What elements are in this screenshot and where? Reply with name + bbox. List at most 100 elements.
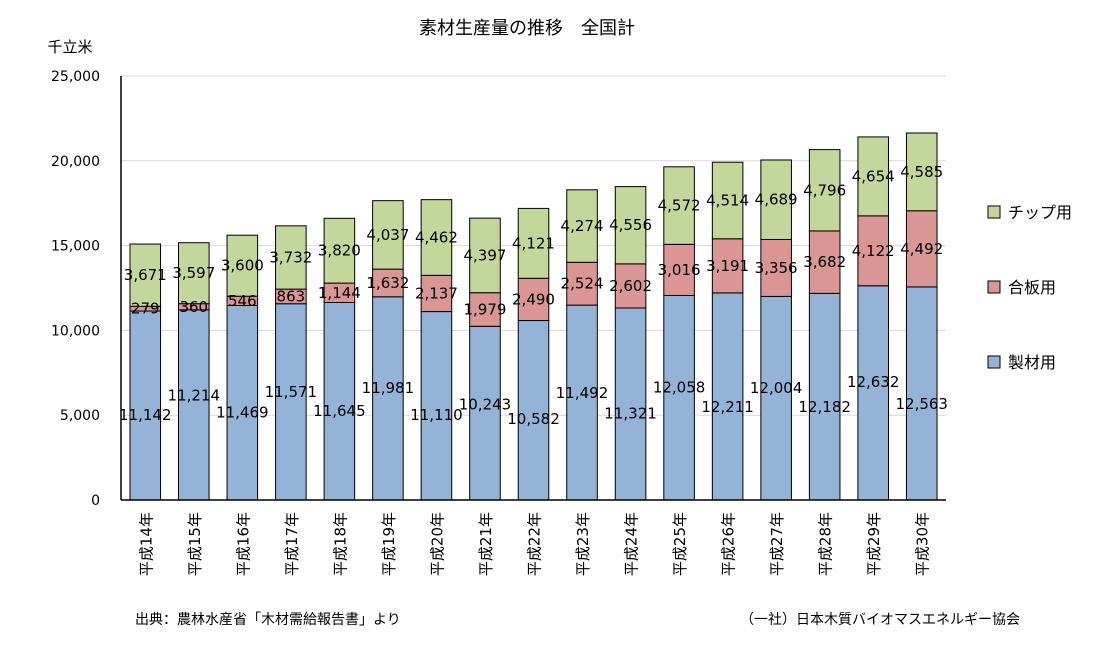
bar-segment <box>566 304 598 501</box>
x-tick-label: 平成29年 <box>865 512 883 576</box>
bar-segment <box>469 325 501 501</box>
bar-value-label: 4,397 <box>463 246 506 264</box>
bar-value-label: 3,016 <box>658 261 701 279</box>
bar-segment <box>275 303 307 501</box>
bar-segment <box>566 189 598 263</box>
bar-value-label: 3,356 <box>755 259 798 277</box>
y-tick-label: 15,000 <box>51 239 100 255</box>
bar-value-label: 4,585 <box>900 163 943 181</box>
bar-segment <box>323 217 356 284</box>
bar-segment <box>808 230 841 294</box>
bar-value-label: 12,182 <box>798 398 851 416</box>
bar-value-label: 3,682 <box>803 253 846 271</box>
bar-segment <box>372 296 404 501</box>
bar-value-label: 12,632 <box>847 373 900 391</box>
legend-swatch <box>987 205 1001 219</box>
x-tick-label: 平成24年 <box>623 512 641 576</box>
bar-segment <box>129 310 162 501</box>
x-tick-label: 平成20年 <box>428 512 446 576</box>
legend-swatch <box>987 355 1001 369</box>
bar-segment <box>469 217 501 294</box>
y-axis-unit-label: 千立米 <box>47 38 92 56</box>
bar-segment <box>323 302 356 501</box>
bar-value-label: 4,492 <box>900 240 943 258</box>
x-tick-label: 平成16年 <box>234 512 252 576</box>
bar-value-label: 2,602 <box>609 277 652 295</box>
bar-value-label: 4,654 <box>852 167 895 185</box>
bar-segment <box>663 294 695 501</box>
bar-segment <box>517 207 550 279</box>
bar-value-label: 2,137 <box>415 284 458 302</box>
x-tick-label: 平成19年 <box>380 512 398 576</box>
x-tick-label: 平成15年 <box>186 512 204 576</box>
bar-value-label: 11,321 <box>604 405 657 423</box>
bar-segment <box>420 199 453 276</box>
bar-value-labels: 11,142 279 3,671 11,214 360 3,597 11,469 546 3,6… <box>119 163 948 428</box>
bar-segment <box>663 166 695 245</box>
legend-swatch <box>987 280 1001 294</box>
y-axis-ticks: 0 5,000 10,000 15,000 20,000 25,000 <box>51 69 100 509</box>
bar-value-label: 12,211 <box>701 398 754 416</box>
x-tick-label: 平成22年 <box>526 512 544 576</box>
bar-value-label: 3,820 <box>318 242 361 260</box>
bar-value-label: 2,490 <box>512 290 555 308</box>
bar-segment <box>226 234 259 297</box>
bar-segment <box>905 210 938 288</box>
bar-value-label: 3,600 <box>221 257 264 275</box>
legend-label: 製材用 <box>1008 353 1056 372</box>
bar-value-label: 11,981 <box>362 379 415 397</box>
bar-value-label: 4,556 <box>609 216 652 234</box>
x-tick-label: 平成14年 <box>137 512 155 576</box>
x-tick-label: 平成26年 <box>720 512 738 576</box>
bar-segment <box>711 161 744 240</box>
bar-segment <box>808 292 841 501</box>
y-tick-label: 25,000 <box>51 69 100 85</box>
bar-segment <box>226 304 259 501</box>
bar-value-label: 279 <box>131 300 160 318</box>
x-tick-label: 平成17年 <box>283 512 301 576</box>
bar-segment <box>760 238 792 297</box>
bar-segment <box>857 285 889 501</box>
bar-value-label: 1,979 <box>463 300 506 318</box>
bar-segment <box>517 277 550 322</box>
source-note: 出典：農林水産省「木材需給報告書」より <box>135 612 401 628</box>
x-axis: 平成14年 平成15年 平成16年 平成17年 平成18年 平成19年 平成20年 平成21年… <box>120 76 946 576</box>
bar-value-label: 4,274 <box>561 217 604 235</box>
bar-value-label: 11,142 <box>119 406 172 424</box>
x-tick-label: 平成21年 <box>477 512 495 576</box>
bar-value-label: 11,492 <box>556 384 609 402</box>
x-tick-label: 平成18年 <box>331 512 349 576</box>
bar-segment <box>663 243 695 296</box>
bar-value-label: 10,582 <box>507 410 560 428</box>
y-tick-label: 0 <box>91 493 100 509</box>
bar-value-label: 4,121 <box>512 234 555 252</box>
bar-value-label: 1,632 <box>366 274 409 292</box>
organization-credit: （一社）日本木質バイオマスエネルギー協会 <box>740 612 1020 628</box>
bar-segment <box>372 268 404 298</box>
y-tick-label: 10,000 <box>51 323 100 339</box>
x-tick-label: 平成25年 <box>671 512 689 576</box>
bar-value-label: 12,563 <box>895 395 948 413</box>
bar-value-label: 10,243 <box>459 395 512 413</box>
bar-segment <box>808 149 841 232</box>
bar-value-label: 12,004 <box>750 379 803 397</box>
bar-segment <box>857 136 889 217</box>
x-tick-label: 平成30年 <box>914 512 932 576</box>
bar-value-label: 360 <box>179 298 208 316</box>
bar-segment <box>905 132 938 212</box>
bar-segment <box>178 309 210 501</box>
bar-value-label: 546 <box>228 292 257 310</box>
bar-segment <box>372 200 404 270</box>
bar-value-label: 3,671 <box>124 266 167 284</box>
bar-segment <box>614 307 647 501</box>
bar-segment <box>760 159 792 240</box>
x-tick-label: 平成27年 <box>768 512 786 576</box>
chart-title: 素材生産量の推移 全国計 <box>419 18 635 39</box>
legend-label: チップ用 <box>1008 203 1072 222</box>
bar-segment <box>420 274 453 313</box>
bar-value-label: 4,689 <box>755 191 798 209</box>
bar-value-label: 863 <box>277 287 306 305</box>
bar-value-label: 11,214 <box>168 386 221 404</box>
